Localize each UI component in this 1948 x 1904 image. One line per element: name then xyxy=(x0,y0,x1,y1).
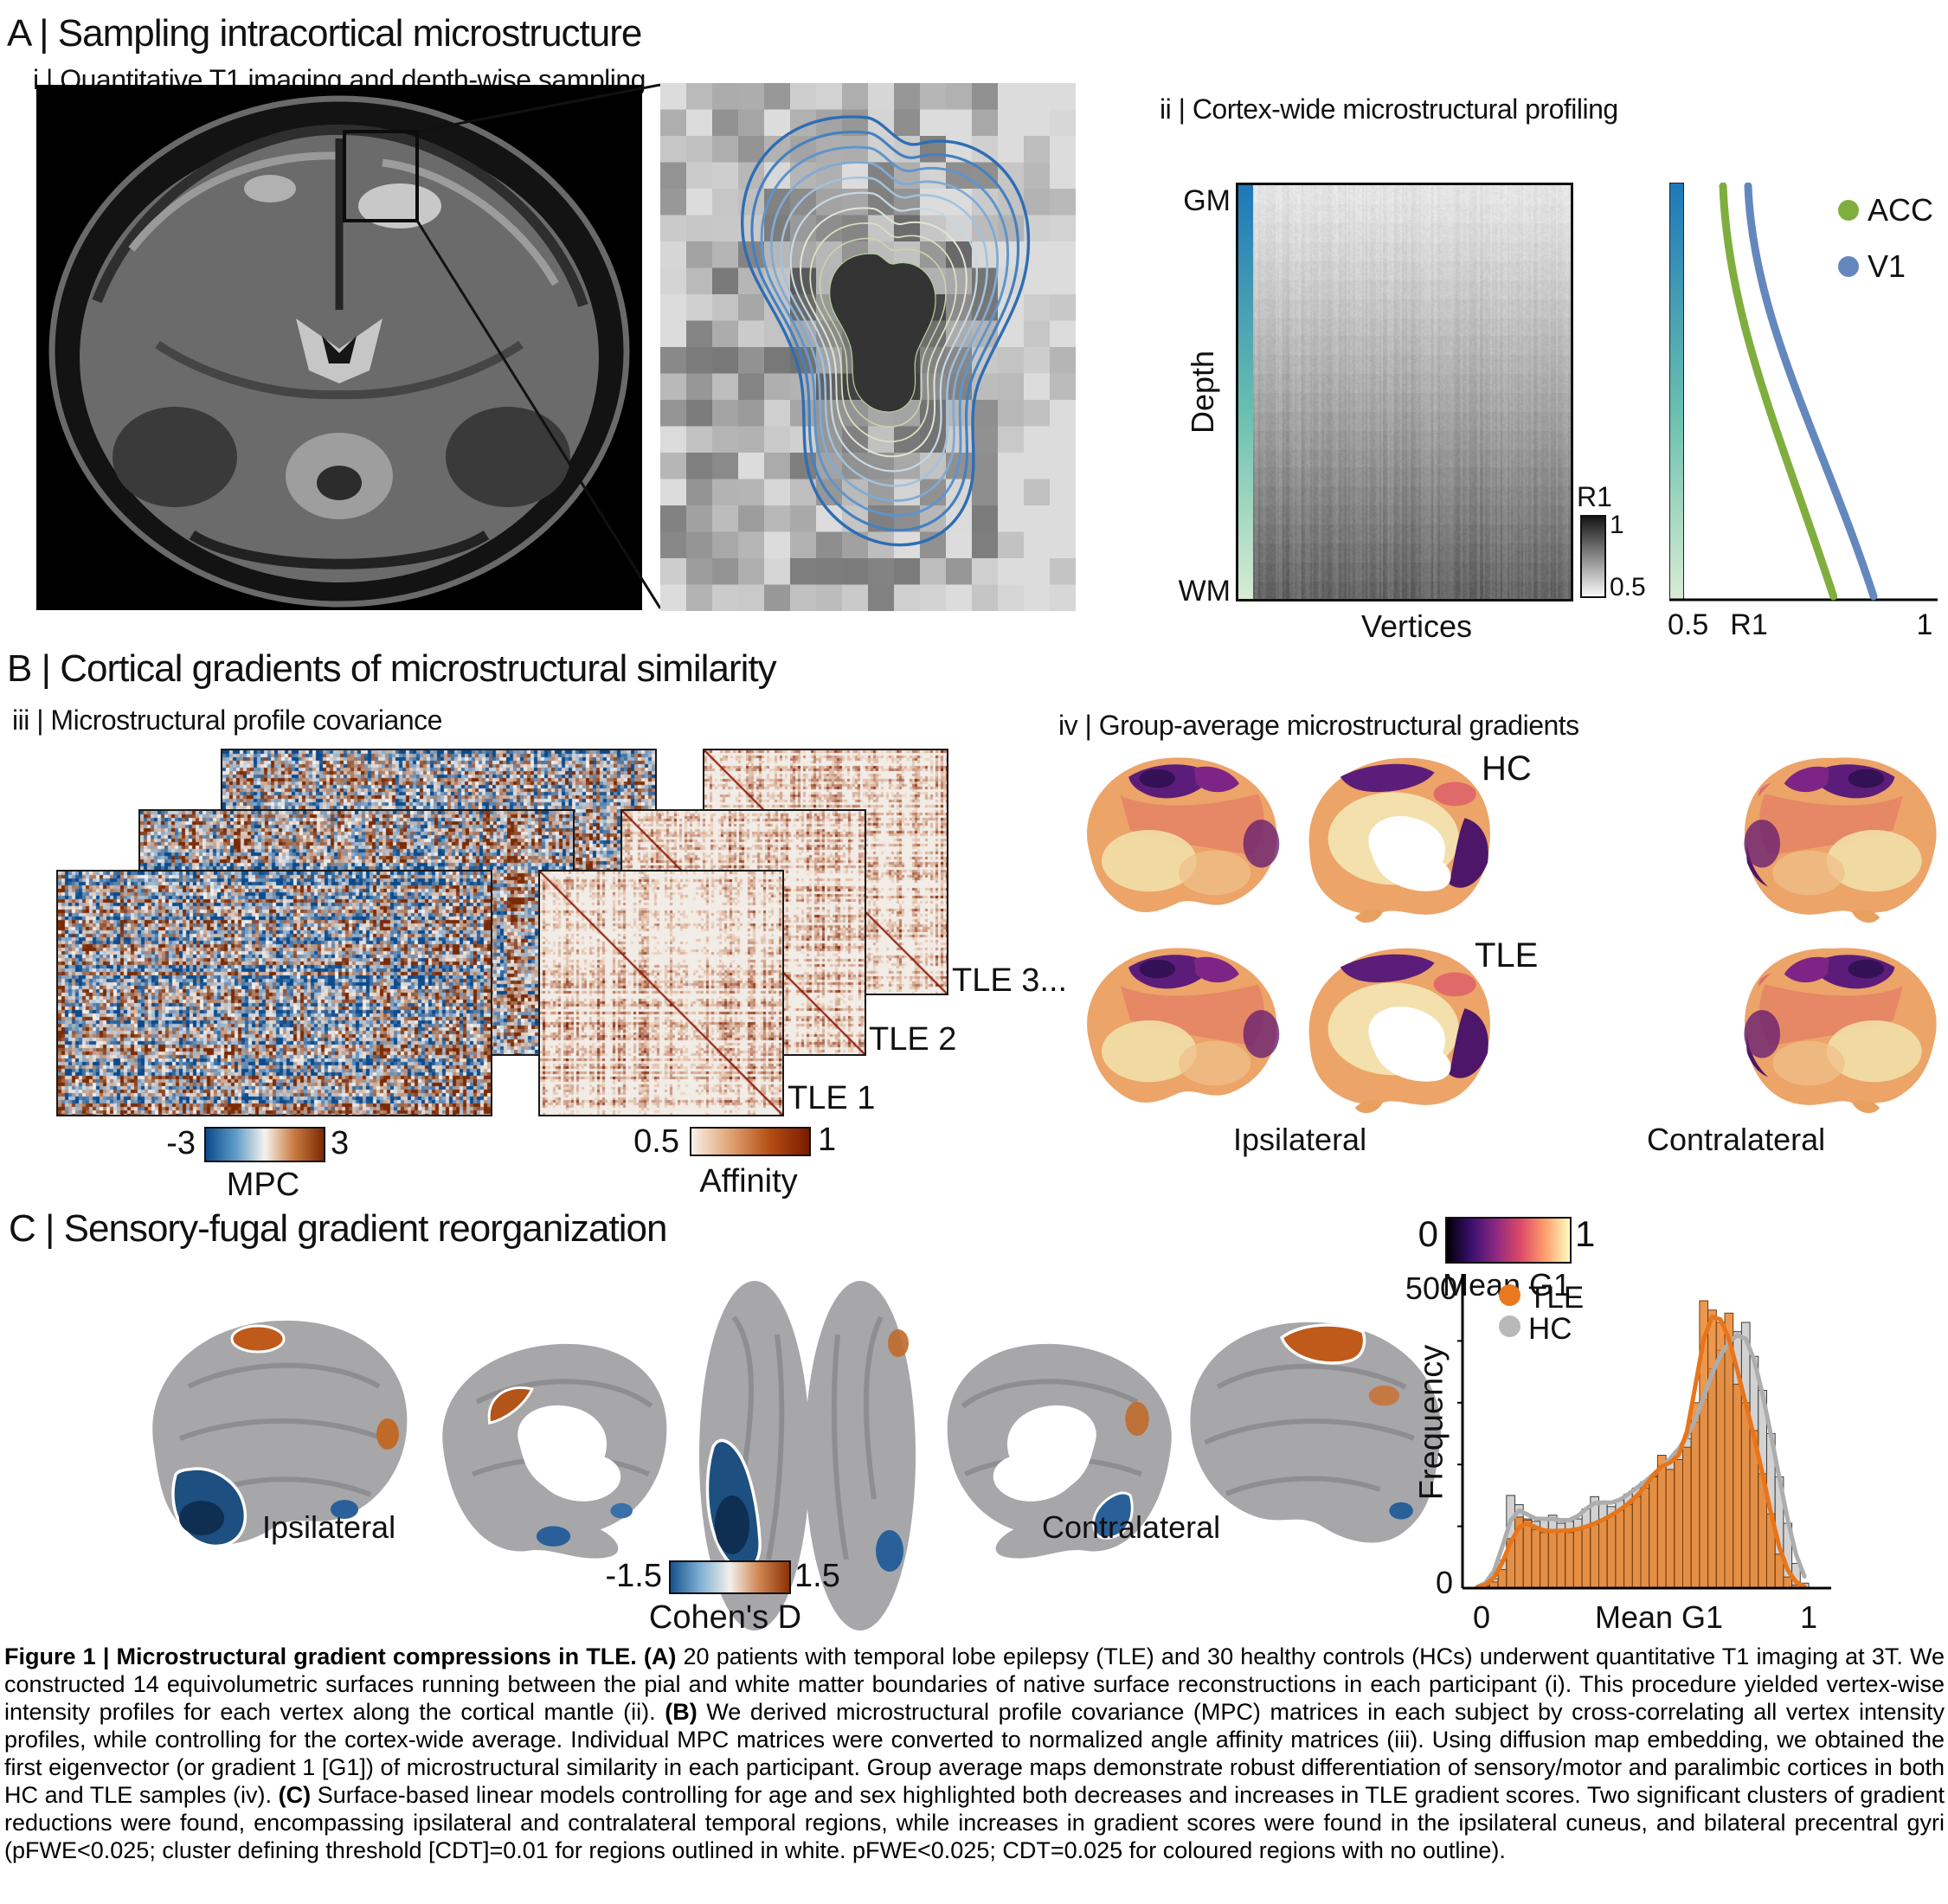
cohensd-cbar-label: Cohen's D xyxy=(634,1599,816,1637)
tle2-label: TLE 2 xyxy=(869,1021,956,1058)
panelC-title: C | Sensory-fugal gradient reorganizatio… xyxy=(9,1207,666,1251)
mpc-cbar-max: 3 xyxy=(331,1125,349,1162)
figure-caption: Figure 1 | Microstructural gradient comp… xyxy=(4,1643,1945,1864)
cohensd-colorbar xyxy=(669,1560,791,1594)
profile-xlabel-r1: R1 xyxy=(1723,608,1775,642)
c-ipsilateral-label: Ipsilateral xyxy=(262,1509,395,1546)
mpc-cbar-min: -3 xyxy=(145,1125,196,1162)
hist-ylabel: Frequency xyxy=(1414,1323,1451,1522)
r1-colorbar-label: R1 xyxy=(1577,481,1612,513)
brain-ipsi-medial xyxy=(426,1314,681,1566)
profile-heatmap xyxy=(1236,183,1573,601)
affinity-cbar-label: Affinity xyxy=(662,1163,835,1200)
panelB-iii-title: iii | Microstructural profile covariance xyxy=(12,704,442,737)
mpc-cbar-label: MPC xyxy=(196,1167,331,1204)
hist-legend-hc-dot xyxy=(1499,1315,1520,1337)
wm-label: WM xyxy=(1165,575,1231,608)
hist-xlabel: Mean G1 xyxy=(1572,1599,1745,1636)
profile-xtick-05: 0.5 xyxy=(1668,608,1702,642)
panelA-ii-title: ii | Cortex-wide microstructural profili… xyxy=(1160,93,1618,125)
depth-profile-plot xyxy=(1669,183,1938,601)
t1-imaging-figure xyxy=(35,82,1077,614)
hc-group-label: HC xyxy=(1482,749,1532,788)
affinity-colorbar xyxy=(690,1127,811,1156)
vertices-axis-label: Vertices xyxy=(1330,608,1503,645)
mpc-matrix-front xyxy=(56,870,492,1116)
mri-image xyxy=(36,85,642,610)
tle3-label: TLE 3... xyxy=(952,962,1067,1000)
r1-colorbar-min: 0.5 xyxy=(1610,573,1646,602)
iv-contralateral-label: Contralateral xyxy=(1647,1122,1825,1158)
r1-colorbar xyxy=(1580,515,1606,598)
hist-legend-hc: HC xyxy=(1528,1312,1572,1347)
depth-colorbar xyxy=(1238,185,1253,599)
iv-ipsilateral-label: Ipsilateral xyxy=(1233,1122,1366,1158)
v1-legend-label: V1 xyxy=(1868,248,1906,285)
r1-colorbar-max: 1 xyxy=(1610,511,1624,540)
tle-group-label: TLE xyxy=(1475,936,1538,975)
gradient-brain-maps xyxy=(1066,737,1948,1120)
hist-legend-tle: TLE xyxy=(1528,1281,1584,1315)
hist-xmax: 1 xyxy=(1791,1599,1826,1636)
tle1-label: TLE 1 xyxy=(788,1080,875,1117)
profile-xtick-1: 1 xyxy=(1907,608,1942,642)
c-contralateral-label: Contralateral xyxy=(1042,1509,1220,1546)
acc-legend-label: ACC xyxy=(1868,192,1933,228)
affinity-cbar-max: 1 xyxy=(818,1122,836,1159)
affinity-cbar-min: 0.5 xyxy=(622,1123,679,1161)
acc-legend-dot xyxy=(1838,200,1859,221)
inset-image xyxy=(660,83,1076,611)
hist-ymin: 0 xyxy=(1424,1565,1453,1601)
cohensd-cbar-min: -1.5 xyxy=(600,1558,662,1595)
meang1-colorbar xyxy=(1445,1217,1572,1264)
hist-xmin: 0 xyxy=(1464,1599,1499,1636)
affinity-matrix-tle1 xyxy=(538,870,784,1116)
gm-label: GM xyxy=(1165,184,1231,218)
depth-axis-label: Depth xyxy=(1185,306,1221,479)
meang1-cbar-min: 0 xyxy=(1402,1213,1438,1255)
cohensd-cbar-max: 1.5 xyxy=(794,1558,840,1595)
figure-1: A | Sampling intracortical microstructur… xyxy=(0,0,1948,1904)
panelA-title: A | Sampling intracortical microstructur… xyxy=(7,12,641,55)
hist-ymax: 500 xyxy=(1400,1270,1457,1307)
meang1-cbar-max: 1 xyxy=(1575,1213,1595,1255)
v1-legend-dot xyxy=(1838,256,1859,277)
heatmap-canvas xyxy=(1253,185,1571,599)
hist-legend-tle-dot xyxy=(1499,1284,1520,1306)
panelB-title: B | Cortical gradients of microstructura… xyxy=(7,647,776,691)
mpc-colorbar xyxy=(204,1127,325,1162)
